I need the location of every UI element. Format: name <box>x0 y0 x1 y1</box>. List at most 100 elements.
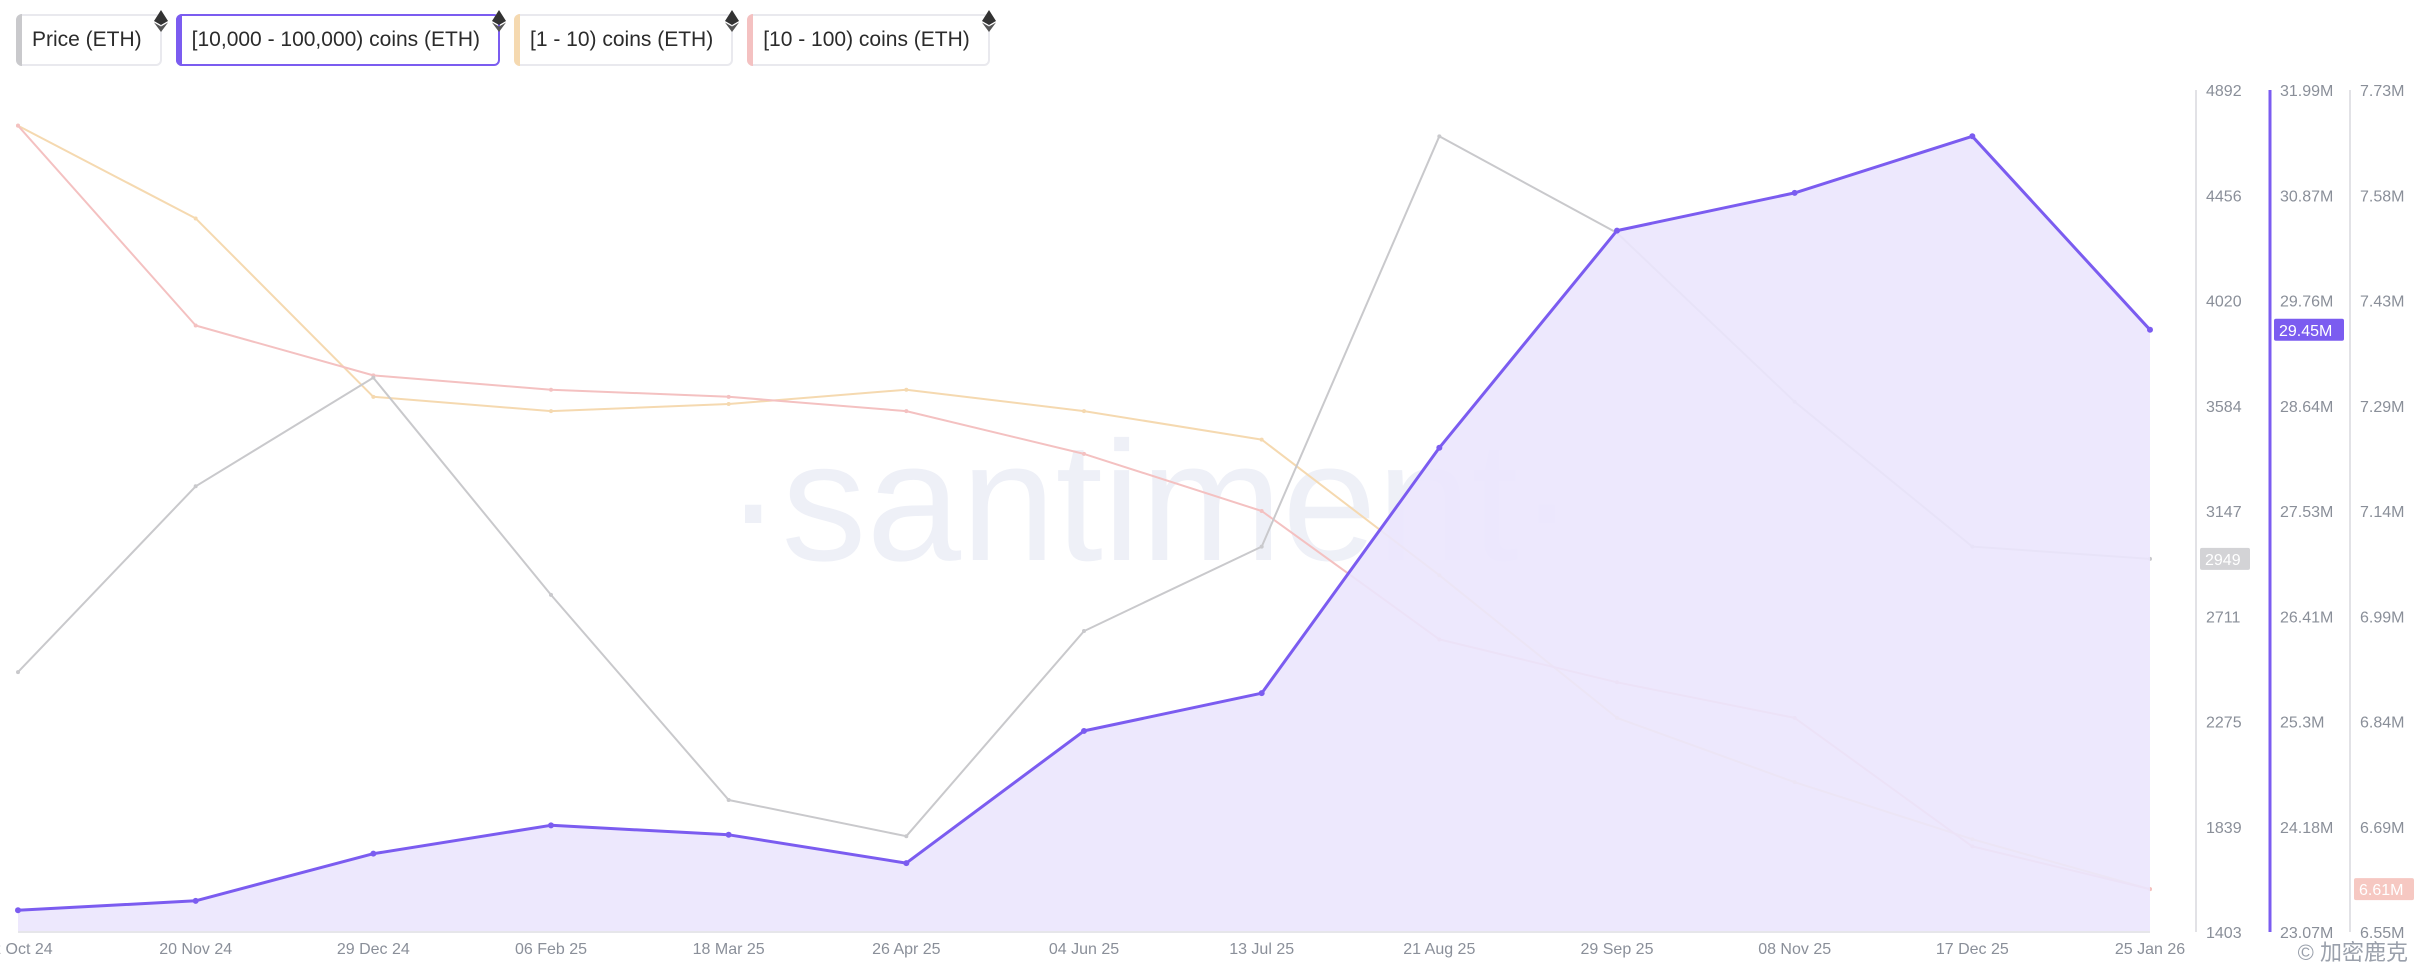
ethereum-icon <box>981 10 996 32</box>
y-tick-label-whale: 25.3M <box>2280 715 2324 732</box>
point-1-10-coins-eth <box>193 216 198 221</box>
point-price-eth <box>1082 629 1086 634</box>
legend-color-bar <box>513 14 520 66</box>
y-tick-label-small: 6.99M <box>2360 609 2404 626</box>
x-tick-label: 12 Oct 24 <box>0 941 53 958</box>
legend-label: [10,000 - 100,000) coins (ETH) <box>191 28 480 51</box>
point-10-000-100-000-coins-eth <box>1436 444 1443 451</box>
point-10-100-coins-eth <box>193 323 198 328</box>
legend: Price (ETH) [10,000 - 100,000) coins (ET… <box>16 10 996 70</box>
point-10-000-100-000-coins-eth <box>1791 189 1798 196</box>
current-value-label-small: 6.61M <box>2359 882 2403 899</box>
point-1-10-coins-eth <box>549 409 553 414</box>
point-price-eth <box>16 670 20 675</box>
point-10-100-coins-eth <box>904 409 909 414</box>
x-tick-label: 18 Mar 25 <box>693 941 765 958</box>
y-tick-label-price: 4456 <box>2206 188 2242 205</box>
point-1-10-coins-eth <box>1259 437 1264 442</box>
y-tick-label-whale: 30.87M <box>2280 188 2333 205</box>
y-tick-label-price: 4892 <box>2206 83 2242 100</box>
point-10-000-100-000-coins-eth <box>1258 690 1265 697</box>
current-value-badge-price <box>2200 547 2250 570</box>
y-tick-label-small: 6.84M <box>2360 715 2404 732</box>
legend-label: [1 - 10) coins (ETH) <box>529 28 714 51</box>
point-price-eth <box>371 375 376 380</box>
point-price-eth <box>549 592 553 597</box>
y-tick-label-whale: 24.18M <box>2280 820 2333 837</box>
y-tick-label-small: 7.14M <box>2360 504 2404 521</box>
legend-item-10-100[interactable]: [10 - 100) coins (ETH) <box>747 10 996 66</box>
point-10-100-coins-eth <box>726 394 731 399</box>
ethereum-icon <box>491 10 506 32</box>
current-value-label-whale: 29.45M <box>2279 323 2332 340</box>
point-10-000-100-000-coins-eth <box>1614 227 1620 234</box>
y-tick-label-price: 1403 <box>2206 925 2242 942</box>
legend-label: [10 - 100) coins (ETH) <box>763 28 970 51</box>
legend-item-1-10[interactable]: [1 - 10) coins (ETH) <box>513 10 740 66</box>
point-10-100-coins-eth <box>549 387 553 392</box>
point-10-000-100-000-coins-eth <box>192 897 199 904</box>
y-tick-label-whale: 29.76M <box>2280 294 2333 311</box>
point-10-000-100-000-coins-eth <box>2147 326 2153 333</box>
legend-item-price[interactable]: Price (ETH) <box>16 10 168 66</box>
y-tick-label-whale: 28.64M <box>2280 399 2333 416</box>
point-10-100-coins-eth <box>1259 509 1264 513</box>
x-tick-label: 29 Dec 24 <box>337 941 410 958</box>
point-10-000-100-000-coins-eth <box>903 860 910 867</box>
point-10-000-100-000-coins-eth <box>1081 727 1087 734</box>
point-10-100-coins-eth <box>1082 451 1086 456</box>
x-tick-label: 29 Sep 25 <box>1581 941 1654 958</box>
point-price-eth <box>193 484 198 489</box>
point-10-000-100-000-coins-eth <box>548 822 554 829</box>
x-tick-label: 26 Apr 25 <box>872 941 941 958</box>
point-price-eth <box>1437 134 1442 139</box>
ethereum-icon <box>725 10 740 32</box>
y-tick-label-price: 4020 <box>2206 294 2242 311</box>
y-tick-label-whale: 31.99M <box>2280 83 2333 100</box>
point-price-eth <box>904 834 909 839</box>
series-layer <box>15 123 2153 933</box>
footer-watermark: © 加密鹿克 <box>2297 940 2408 965</box>
x-tick-label: 21 Aug 25 <box>1403 941 1475 958</box>
point-1-10-coins-eth <box>1082 409 1086 414</box>
point-10-000-100-000-coins-eth <box>1969 133 1976 140</box>
y-tick-label-whale: 23.07M <box>2280 925 2333 942</box>
y-tick-label-whale: 26.41M <box>2280 609 2333 626</box>
legend-item-whales[interactable]: [10,000 - 100,000) coins (ETH) <box>175 10 506 66</box>
y-tick-label-whale: 27.53M <box>2280 504 2333 521</box>
y-tick-label-small: 7.29M <box>2360 399 2404 416</box>
x-tick-label: 04 Jun 25 <box>1049 941 1119 958</box>
point-10-000-100-000-coins-eth <box>15 907 21 914</box>
y-tick-label-price: 3147 <box>2206 504 2242 521</box>
legend-color-bar <box>747 14 754 66</box>
point-price-eth <box>726 797 731 802</box>
y-tick-label-price: 2711 <box>2206 609 2241 626</box>
x-tick-label: 06 Feb 25 <box>515 941 587 958</box>
x-tick-label: 20 Nov 24 <box>159 941 232 958</box>
ethereum-icon <box>153 10 168 32</box>
x-tick-label: 25 Jan 26 <box>2115 941 2185 958</box>
legend-color-bar <box>16 14 22 66</box>
legend-label: Price (ETH) <box>32 28 142 51</box>
x-tick-label: 08 Nov 25 <box>1758 941 1831 958</box>
point-10-000-100-000-coins-eth <box>370 850 377 857</box>
y-tick-label-price: 2275 <box>2206 715 2242 732</box>
point-10-100-coins-eth <box>16 123 20 128</box>
legend-color-bar <box>175 14 182 66</box>
y-tick-label-small: 6.69M <box>2360 820 2404 837</box>
point-price-eth <box>1259 544 1264 549</box>
y-tick-label-small: 6.55M <box>2360 925 2404 942</box>
current-value-badge-small <box>2354 878 2414 901</box>
current-value-label-price: 2949 <box>2205 552 2241 569</box>
x-tick-label: 17 Dec 25 <box>1936 941 2009 958</box>
axis-layer: 12 Oct 24 20 Nov 24 29 Dec 24 06 Feb 25 18 M… <box>0 83 2414 958</box>
area-10-000-100-000-coins-eth <box>18 136 2150 933</box>
point-1-10-coins-eth <box>371 394 376 399</box>
point-1-10-coins-eth <box>904 387 909 392</box>
current-value-badge-whale <box>2274 318 2344 341</box>
y-tick-label-price: 3584 <box>2206 399 2242 416</box>
point-1-10-coins-eth <box>726 401 731 406</box>
point-10-000-100-000-coins-eth <box>725 831 732 838</box>
x-tick-label: 13 Jul 25 <box>1229 941 1294 958</box>
